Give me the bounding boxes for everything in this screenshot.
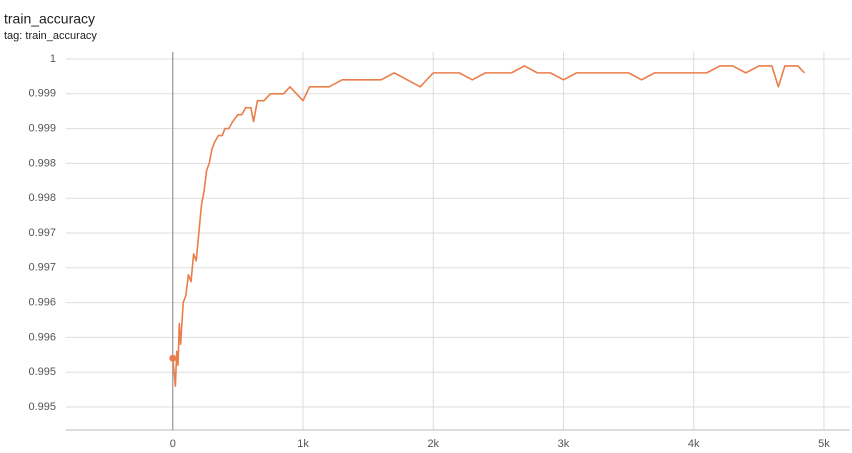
series-line [171, 65, 806, 387]
y-tick-label: 0.995 [28, 401, 56, 413]
start-point [169, 354, 177, 362]
y-tick-label: 0.997 [28, 262, 56, 274]
x-tick-label: 4k [688, 438, 700, 450]
y-tick-label: 0.996 [28, 297, 56, 309]
y-tick-label: 0.998 [28, 192, 56, 204]
y-tick-label: 0.998 [28, 157, 56, 169]
chart-subtitle: tag: train_accuracy [4, 30, 97, 42]
y-tick-label: 1 [50, 53, 56, 65]
x-tick-label: 1k [297, 438, 309, 450]
x-tick-label: 0 [170, 438, 176, 450]
y-tick-label: 0.999 [28, 122, 56, 134]
y-tick-label: 0.999 [28, 88, 56, 100]
x-tick-label: 3k [558, 438, 570, 450]
chart-title: train_accuracy [4, 11, 95, 27]
y-tick-label: 0.995 [28, 366, 56, 378]
x-tick-label: 2k [427, 438, 439, 450]
y-tick-label: 0.996 [28, 331, 56, 343]
x-tick-label: 5k [818, 438, 830, 450]
y-tick-label: 0.997 [28, 227, 56, 239]
